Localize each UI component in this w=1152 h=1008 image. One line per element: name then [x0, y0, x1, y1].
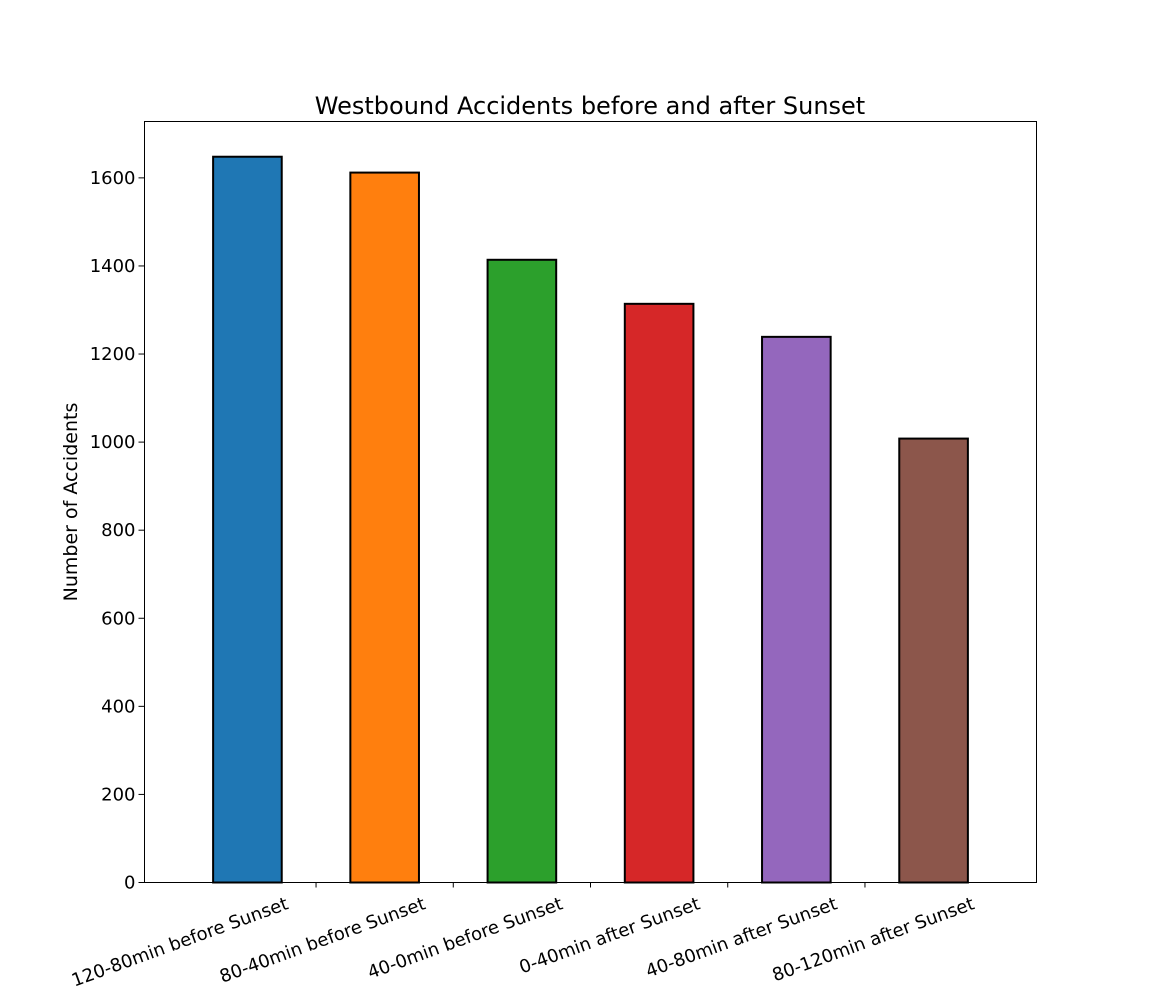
y-tick-label-4: 800: [101, 520, 135, 541]
y-axis-ticks: 0 200 400 600 800 1000 1200 1400 1600: [90, 168, 145, 894]
chart-title: Westbound Accidents before and after Sun…: [315, 92, 865, 120]
y-tick-label-1: 200: [101, 784, 135, 805]
x-tick-label-0: 120-80min before Sunset: [69, 893, 291, 991]
y-axis-label: Number of Accidents: [60, 403, 82, 602]
bars-layer: [212, 155, 969, 884]
bar-5: [898, 437, 969, 884]
plot-area-frame: [144, 121, 1037, 883]
y-tick-label-0: 0: [124, 873, 135, 894]
bar-3: [623, 302, 695, 884]
y-tick-label-3: 600: [101, 608, 135, 629]
bar-1: [349, 171, 420, 884]
y-tick-label-5: 1000: [90, 432, 136, 453]
y-tick-label-8: 1600: [90, 168, 136, 189]
y-tick-label-2: 400: [101, 696, 135, 717]
y-tick-label-7: 1400: [90, 256, 136, 277]
y-tick-label-6: 1200: [90, 344, 136, 365]
bar-2: [486, 258, 558, 884]
bar-4: [761, 335, 832, 884]
bar-0: [212, 155, 283, 884]
